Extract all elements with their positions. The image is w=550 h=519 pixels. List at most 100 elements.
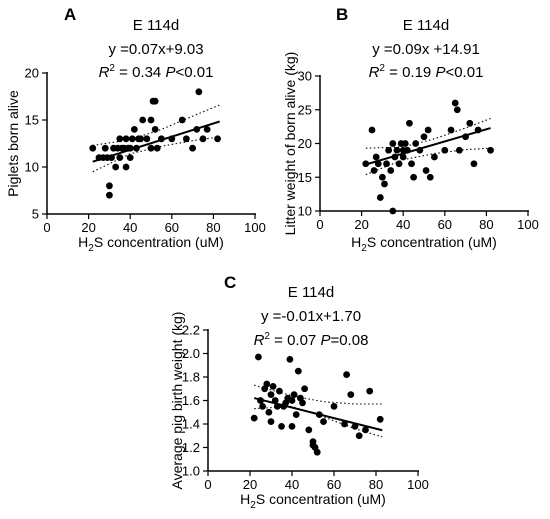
y-tick-label: 10 [25,160,39,175]
data-point [199,135,207,143]
data-point [355,432,363,440]
data-point [137,135,145,143]
x-tick-label: 100 [517,217,539,232]
data-point [330,402,338,410]
y-tick-label: 2.0 [182,346,200,361]
data-point [455,146,463,154]
y-tick-label: 10 [298,204,312,219]
data-point [376,415,384,423]
data-point [426,173,434,181]
data-point [366,387,374,395]
data-point [189,144,197,152]
ci-upper-band [365,117,491,149]
data-point [401,140,409,147]
data-point [424,126,432,134]
chart-title: E 114d [403,17,449,34]
data-point [195,88,203,96]
data-point [89,144,97,152]
r2-p-annotation: R2 = 0.19 P<0.01 [369,63,484,81]
data-point [374,160,382,168]
data-point [267,391,275,399]
x-tick-label: 80 [479,217,493,232]
data-point [381,180,388,188]
data-point [305,426,313,434]
data-point [133,144,140,152]
data-point [128,135,136,143]
data-point [265,408,273,416]
y-tick-label: 15 [298,170,312,185]
x-tick-label: 20 [243,477,257,492]
y-tick-label: 20 [25,66,39,81]
data-point [315,411,323,418]
data-point [263,380,271,388]
data-point [393,146,401,154]
data-point [410,173,417,181]
data-point [278,422,285,430]
y-tick-label: 25 [298,102,312,117]
y-tick-label: 1.0 [182,464,200,479]
data-point [288,397,296,404]
regression-equation: y =-0.01x+1.70 [261,308,361,325]
data-point [269,383,277,390]
y-tick-label: 1.8 [182,370,200,385]
y-tick-label: 20 [298,136,312,151]
data-point [286,355,294,363]
y-tick-label: 30 [298,69,312,84]
data-point [368,126,376,134]
data-point [106,182,113,190]
y-axis-label: Piglets born alive [5,90,21,197]
data-point [422,167,430,174]
x-tick-label: 60 [165,220,179,235]
data-point [399,153,407,161]
data-point [147,116,155,124]
x-axis-label: H2S concentration (uM) [78,234,224,254]
data-point [320,418,327,426]
data-point [130,125,138,133]
data-point [203,125,211,133]
y-tick-label: 1.2 [182,440,200,455]
x-tick-label: 40 [123,220,137,235]
data-point [351,422,359,430]
x-tick-label: 0 [43,220,50,235]
regression-equation: y =0.09x +14.91 [372,41,480,58]
data-point [214,135,221,143]
data-point [250,414,258,422]
data-point [276,387,283,395]
data-point [126,144,134,152]
data-point [108,154,115,162]
data-point [376,194,384,201]
data-point [412,140,420,147]
data-point [193,125,201,133]
x-tick-label: 0 [316,217,323,232]
data-point [116,154,124,162]
data-point [299,399,306,407]
x-tick-label: 80 [206,220,220,235]
data-point [347,391,355,399]
y-tick-label: 5 [32,207,39,222]
data-point [147,144,155,152]
data-point [341,420,348,428]
data-point [267,418,275,426]
panel-letter: B [336,5,348,24]
data-point [474,126,482,134]
panel-c: C E 114d y =-0.01x+1.70 R2 = 0.07 P=0.08 0 20… [169,273,429,511]
x-tick-label: 60 [327,477,341,492]
x-tick-label: 100 [244,220,266,235]
data-point [385,146,393,154]
data-point [408,160,415,168]
data-point [143,135,151,143]
data-point [126,154,134,162]
data-point [487,146,494,154]
y-axis-label: Average pig birth weight (kg) [169,312,185,490]
data-point [116,135,124,143]
data-point [122,135,130,143]
x-tick-label: 60 [438,217,452,232]
data-point [271,397,279,404]
data-point [313,448,321,456]
data-point [151,125,159,133]
data-point [383,160,390,168]
x-tick-label: 80 [369,477,383,492]
data-point [370,167,378,174]
x-axis-label: H2S concentration (uM) [351,234,497,254]
